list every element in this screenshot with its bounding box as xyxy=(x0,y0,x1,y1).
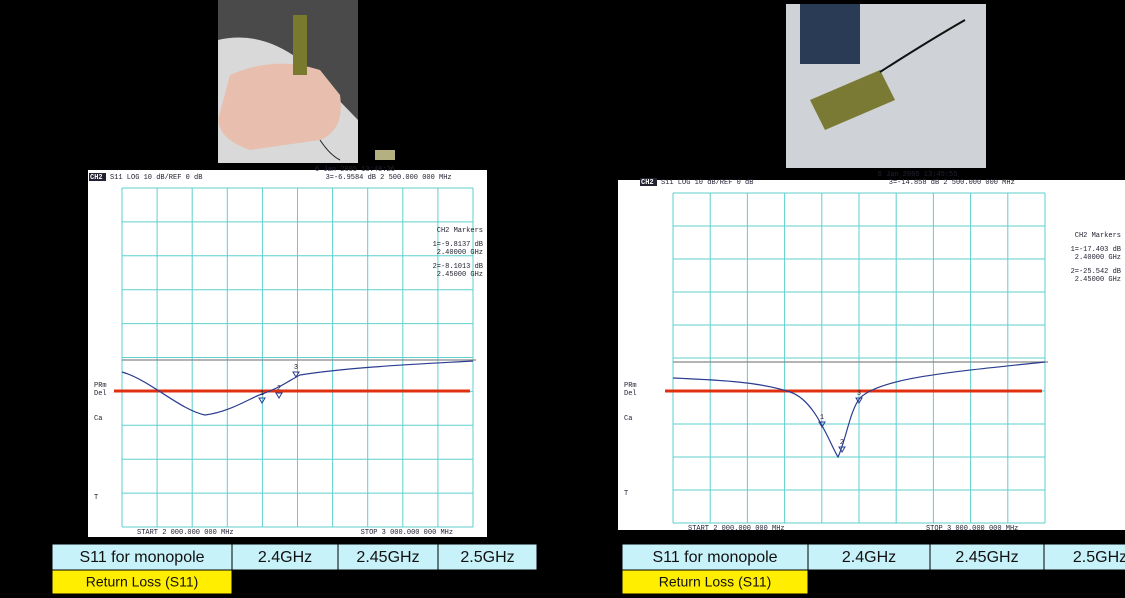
marker-value: 2=-8.1013 dB xyxy=(433,263,483,271)
screen-header: S11 LOG 10 dB/REF 0 dB xyxy=(110,174,202,182)
marker-value: 1=-9.8137 dB xyxy=(433,241,483,249)
markers-title: CH2 Markers xyxy=(1075,232,1121,240)
side-label: Del xyxy=(94,390,107,398)
marker-id: 1 xyxy=(260,390,264,398)
marker-readout: 3=-6.9584 dB 2 500.000 000 MHz xyxy=(326,174,452,182)
row-label: Return Loss (S11) xyxy=(86,574,199,590)
screen-header: S11 LOG 10 dB/REF 0 dB xyxy=(661,179,753,187)
channel-label: CH2 xyxy=(641,179,654,187)
table-header: 2.45GHz xyxy=(356,549,419,566)
stop-frequency: STOP 3 000.000 000 MHz xyxy=(361,529,453,537)
table-header: S11 for monopole xyxy=(652,549,777,566)
analyzer-screen xyxy=(618,180,1125,530)
table-header: 2.45GHz xyxy=(955,549,1018,566)
marker-id: 2 xyxy=(840,439,844,447)
marker-value: 2=-25.542 dB xyxy=(1071,268,1121,276)
marker-id: 1 xyxy=(820,414,824,422)
side-label: T xyxy=(94,494,98,502)
analyzer-screen xyxy=(88,170,487,537)
markers-title: CH2 Markers xyxy=(437,227,483,235)
table-header: 2.4GHz xyxy=(842,549,896,566)
row-label: Return Loss (S11) xyxy=(659,574,772,590)
side-label: Ca xyxy=(94,415,102,423)
side-label: PRm xyxy=(94,382,107,390)
side-label: T xyxy=(624,490,628,498)
photo-antenna xyxy=(786,4,986,168)
stop-frequency: STOP 3 000.000 000 MHz xyxy=(926,525,1018,533)
marker-freq: 2.45000 GHz xyxy=(437,271,483,279)
marker-freq: 2.45000 GHz xyxy=(1075,276,1121,284)
side-label: Del xyxy=(624,390,637,398)
marker-freq: 2.40000 GHz xyxy=(437,249,483,257)
slide: 1 2 3 CH2 S11 LOG 10 dB/REF 0 dB 6 Jan 2005 1… xyxy=(0,0,1125,598)
marker-id: 2 xyxy=(277,385,281,393)
table-header: 2.4GHz xyxy=(258,549,312,566)
timestamp: 6 Jan 2005 13:48:26 xyxy=(315,166,395,174)
marker-freq: 2.40000 GHz xyxy=(1075,254,1121,262)
marker-id: 3 xyxy=(857,390,861,398)
marker-id: 3 xyxy=(294,364,298,372)
channel-label: CH2 xyxy=(90,174,103,182)
table-header: S11 for monopole xyxy=(79,549,204,566)
page: {"panels": [ {"screen": {"channel": "CH2… xyxy=(0,0,1125,598)
start-frequency: START 2 000.000 000 MHz xyxy=(688,525,785,533)
marker-value: 1=-17.403 dB xyxy=(1071,246,1121,254)
marker-readout: 3=-14.858 dB 2 500.000 000 MHz xyxy=(889,179,1015,187)
side-label: Ca xyxy=(624,415,632,423)
table-header: 2.5GHz xyxy=(460,549,514,566)
timestamp: 6 Jan 2005 13:45:55 xyxy=(878,171,958,179)
side-label: PRm xyxy=(624,382,637,390)
table-header: 2.5GHz xyxy=(1073,549,1125,566)
start-frequency: START 2 000.000 000 MHz xyxy=(137,529,234,537)
